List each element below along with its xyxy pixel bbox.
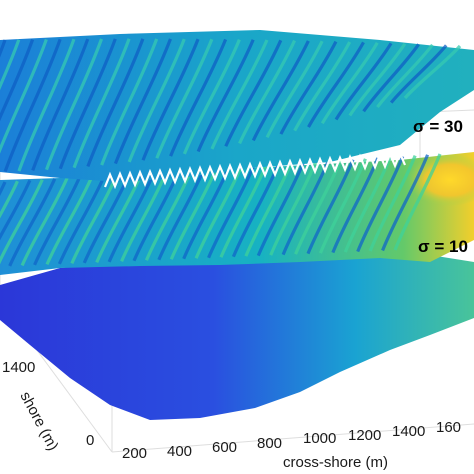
x-tick-label: 400 [167,443,192,460]
y-tick-label-1400: 1400 [2,359,35,376]
ridge-line [219,164,268,258]
ridge-line [265,40,324,139]
ridge-line [70,174,119,265]
ridge-line [403,44,462,100]
ridge-line [113,38,172,165]
ridge-line [389,44,448,104]
y-tick-label-0: 0 [86,432,94,449]
ridge-line [331,157,380,254]
ridge-line [107,171,156,263]
ridge-line [294,159,343,255]
ridge-line [293,41,352,132]
ridge-line [141,38,200,161]
ridge-line [45,38,104,171]
base-surface-fill [0,250,474,420]
ridge-line [0,39,21,91]
x-tick-label: 160 [436,419,461,436]
x-tick-label: 1000 [303,430,336,447]
x-axis-ticks: 200 400 600 800 1000 1200 1400 160 [122,419,461,462]
ridge-line [194,166,243,259]
ridge-line [307,41,365,128]
ridge-line [281,160,330,256]
surface-sigma-30-edge-line [103,150,407,190]
ridge-line [356,155,405,253]
ridge-line [256,162,305,257]
ridge-line [20,177,69,267]
ridge-line [3,38,62,173]
ridge-line [207,165,256,259]
surface-sigma-30-ridges [0,38,462,173]
ridge-line [334,42,393,121]
ridge-line [376,43,434,109]
ridge-line [251,40,310,142]
y-axis-label: shore (m) [16,389,61,454]
ridge-line [0,178,44,265]
surface-sigma-10-ridges [0,153,442,267]
ridge-line [72,38,131,169]
x-tick-label: 800 [257,435,282,452]
ridge-line [362,43,420,113]
ridge-line [120,170,169,262]
ridge-line [318,158,367,254]
ridge-line [58,38,117,170]
ridge-line [320,42,379,125]
ridge-line [45,175,94,266]
ridge-line [0,38,48,154]
surface-sigma-10 [0,152,474,275]
ridge-line [210,39,269,150]
surface-sigma-10-peak [408,154,474,206]
ridge-line [393,153,442,251]
ridge-line [269,161,318,256]
ridge-line [169,38,228,157]
ridge-line [368,155,417,252]
ridge-line [8,178,57,267]
grid-line [111,423,474,453]
ridge-line [157,168,206,261]
ridge-line [95,172,144,263]
ridge-line [31,38,90,171]
label-sigma-30: σ = 30 [413,117,463,136]
label-sigma-10: σ = 10 [418,237,468,256]
ridge-line [182,38,241,155]
x-tick-label: 600 [212,439,237,456]
ridge-line [0,180,19,219]
ridge-line [0,39,35,122]
x-tick-label: 200 [122,445,147,462]
ridge-line [127,38,186,163]
ridge-line [196,39,255,153]
ridge-line [244,162,293,257]
base-surface [0,250,474,420]
ridge-line [86,38,145,168]
x-tick-label: 1200 [348,427,381,444]
ridge-line [348,42,407,117]
ridge-line [144,169,193,261]
ridge-line [100,38,159,166]
ridge-line [0,179,32,241]
ridge-line [238,39,296,145]
ridge-line [381,154,430,252]
ridge-line [33,176,82,266]
ridge-line [0,181,7,197]
ridge-line [169,167,218,260]
x-tick-label: 1400 [392,423,425,440]
ridge-line [343,156,392,253]
surface-sigma-30 [0,30,474,190]
ridge-line [57,174,106,265]
ridge-line [17,38,76,172]
ridge-line [224,39,283,147]
ridge-line [155,38,214,159]
ridge-line [306,158,355,255]
ridge-line [279,40,338,135]
x-axis-label: cross-shore (m) [283,454,388,471]
